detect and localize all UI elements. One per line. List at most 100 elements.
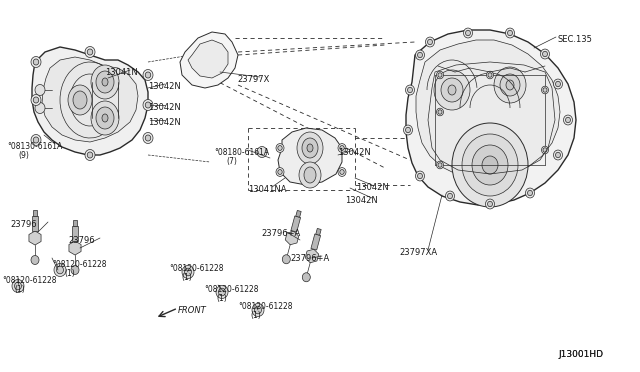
Polygon shape [180, 32, 238, 88]
Ellipse shape [566, 117, 570, 123]
Ellipse shape [415, 171, 424, 181]
Ellipse shape [452, 123, 528, 207]
Text: 13042N: 13042N [338, 148, 371, 157]
Ellipse shape [408, 87, 412, 93]
Text: 23797X: 23797X [237, 75, 269, 84]
Ellipse shape [500, 74, 520, 96]
Polygon shape [305, 249, 319, 263]
Ellipse shape [304, 167, 316, 183]
Polygon shape [42, 57, 138, 142]
Ellipse shape [482, 156, 498, 174]
Text: (1): (1) [216, 294, 227, 303]
Ellipse shape [31, 57, 41, 67]
Ellipse shape [299, 162, 321, 188]
Ellipse shape [85, 150, 95, 160]
Ellipse shape [556, 152, 561, 158]
Ellipse shape [543, 148, 547, 152]
Text: 13042N: 13042N [148, 103, 180, 112]
Text: SEC.135: SEC.135 [558, 35, 593, 44]
Ellipse shape [463, 28, 472, 38]
Ellipse shape [257, 147, 267, 157]
Polygon shape [32, 216, 38, 231]
Text: °08120-61228: °08120-61228 [52, 260, 106, 269]
Polygon shape [416, 40, 560, 179]
Text: (9): (9) [18, 151, 29, 160]
Ellipse shape [488, 201, 492, 207]
Text: 13042N: 13042N [148, 82, 180, 91]
Polygon shape [278, 128, 342, 185]
Ellipse shape [85, 46, 95, 58]
Ellipse shape [216, 285, 228, 298]
Ellipse shape [282, 255, 291, 264]
Ellipse shape [276, 168, 284, 176]
Ellipse shape [541, 49, 550, 59]
Text: 23796+A: 23796+A [261, 229, 300, 238]
Ellipse shape [102, 114, 108, 122]
Ellipse shape [465, 30, 470, 36]
Text: (1): (1) [14, 285, 25, 294]
Ellipse shape [276, 144, 284, 153]
Polygon shape [69, 241, 81, 255]
Ellipse shape [73, 91, 87, 109]
Ellipse shape [91, 65, 119, 99]
Text: °08120-61228: °08120-61228 [238, 302, 292, 311]
Text: 13042N: 13042N [345, 196, 378, 205]
Ellipse shape [462, 134, 518, 196]
Ellipse shape [403, 125, 413, 135]
Ellipse shape [486, 199, 495, 209]
Polygon shape [33, 210, 37, 216]
Ellipse shape [417, 52, 422, 58]
Ellipse shape [35, 103, 45, 113]
Ellipse shape [145, 72, 151, 78]
Ellipse shape [54, 263, 66, 276]
Ellipse shape [302, 273, 310, 282]
Ellipse shape [338, 144, 346, 153]
Ellipse shape [278, 145, 282, 150]
Ellipse shape [472, 145, 508, 185]
Ellipse shape [554, 79, 563, 89]
Ellipse shape [340, 145, 344, 150]
Text: °08120-61228: °08120-61228 [2, 276, 56, 285]
Polygon shape [291, 216, 301, 232]
Ellipse shape [87, 49, 93, 55]
Polygon shape [73, 220, 77, 226]
Ellipse shape [33, 137, 39, 143]
Text: (1): (1) [250, 311, 260, 320]
Ellipse shape [406, 85, 415, 95]
Ellipse shape [554, 150, 563, 160]
Ellipse shape [96, 107, 114, 129]
Ellipse shape [525, 188, 534, 198]
Text: °08180-6161A: °08180-6161A [214, 148, 269, 157]
Ellipse shape [438, 73, 442, 77]
Ellipse shape [31, 135, 41, 145]
Text: 23797XA: 23797XA [399, 248, 437, 257]
Text: J13001HD: J13001HD [558, 350, 603, 359]
Polygon shape [32, 47, 148, 155]
Ellipse shape [338, 168, 346, 176]
Ellipse shape [255, 306, 262, 314]
Ellipse shape [68, 85, 92, 115]
Ellipse shape [541, 146, 548, 154]
Ellipse shape [541, 86, 548, 94]
Ellipse shape [428, 39, 433, 45]
Text: °08120-61228: °08120-61228 [204, 285, 259, 294]
Text: (1): (1) [64, 269, 75, 278]
Ellipse shape [447, 193, 452, 199]
Text: 23796: 23796 [10, 220, 36, 229]
Text: °08130-6161A: °08130-6161A [7, 142, 62, 151]
Ellipse shape [31, 94, 41, 106]
Ellipse shape [415, 50, 424, 60]
Ellipse shape [56, 266, 63, 274]
Polygon shape [29, 231, 41, 245]
Ellipse shape [35, 84, 45, 96]
Ellipse shape [182, 266, 194, 279]
Text: 23796: 23796 [68, 236, 95, 245]
Ellipse shape [33, 97, 39, 103]
Text: 13042N: 13042N [148, 118, 180, 127]
Ellipse shape [33, 59, 39, 65]
Ellipse shape [184, 268, 191, 276]
Ellipse shape [488, 73, 492, 77]
Ellipse shape [302, 138, 318, 158]
Text: °08120-61228: °08120-61228 [169, 264, 223, 273]
Ellipse shape [218, 288, 225, 296]
